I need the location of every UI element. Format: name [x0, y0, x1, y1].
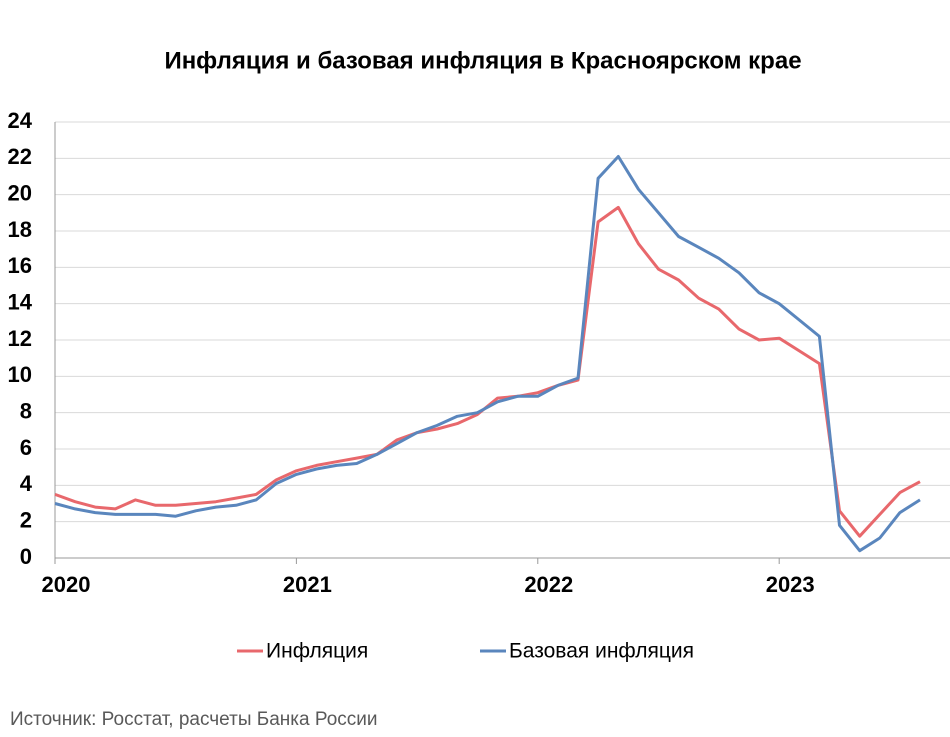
x-tick-label: 2022: [524, 572, 573, 597]
legend-label: Базовая инфляция: [509, 640, 694, 663]
x-tick-label: 2021: [283, 572, 332, 597]
line-series: [54, 155, 921, 553]
y-tick-label: 24: [8, 108, 33, 133]
y-tick-label: 16: [8, 253, 32, 278]
legend-label: Инфляция: [266, 640, 368, 663]
x-tick-label: 2020: [42, 572, 91, 597]
y-tick-label: 2: [20, 507, 32, 532]
y-tick-label: 12: [8, 326, 32, 351]
y-tick-label: 14: [8, 289, 33, 314]
source-note: Источник: Росстат, расчеты Банка России: [10, 709, 378, 730]
y-tick-label: 4: [20, 471, 33, 496]
y-tick-label: 6: [20, 435, 32, 460]
y-tick-label: 8: [20, 398, 32, 423]
y-tick-label: 20: [8, 180, 32, 205]
y-tick-label: 0: [20, 544, 32, 569]
y-tick-label: 10: [8, 362, 32, 387]
chart-title: Инфляция и базовая инфляция в Красноярск…: [164, 47, 801, 74]
y-tick-label: 22: [8, 144, 32, 169]
y-tick-label: 18: [8, 217, 32, 242]
x-tick-label: 2023: [766, 572, 815, 597]
line-series: [54, 205, 921, 538]
